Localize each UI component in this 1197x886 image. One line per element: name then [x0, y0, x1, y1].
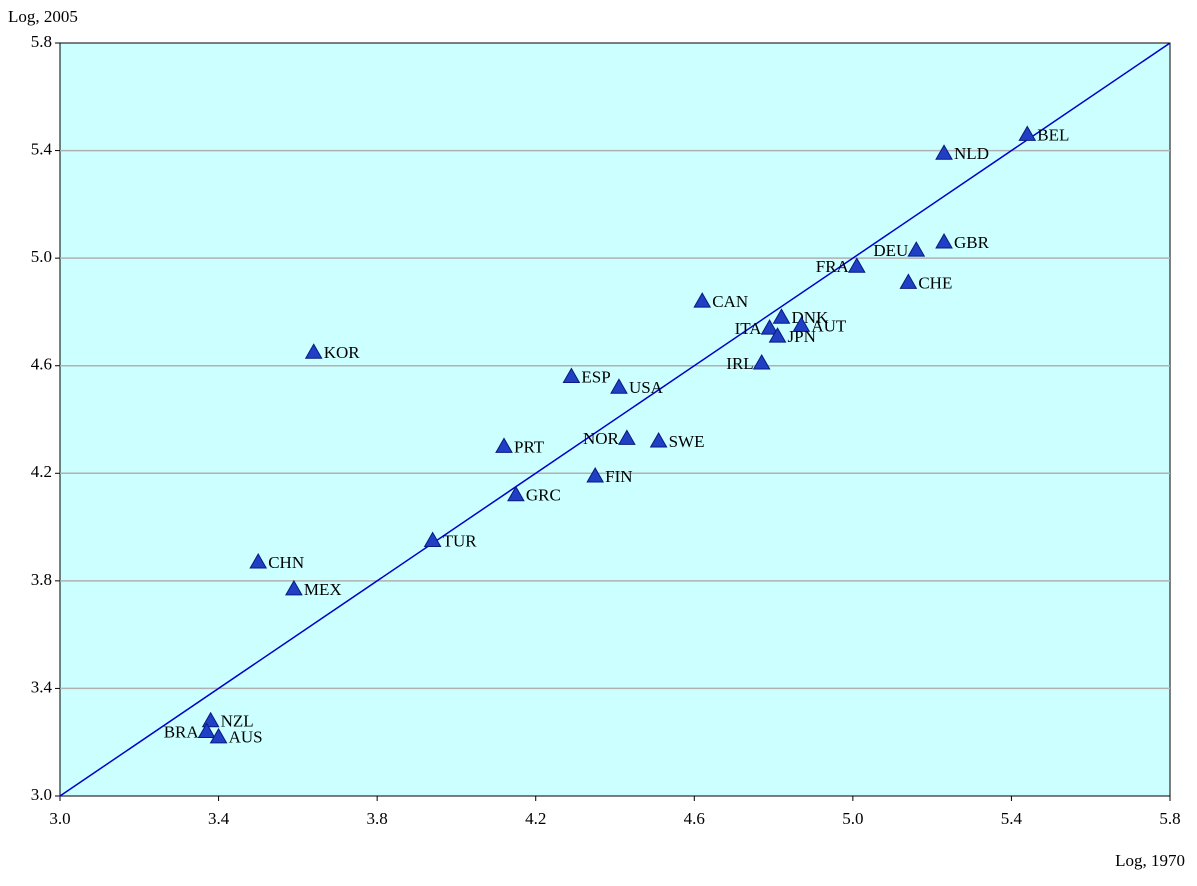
- y-tick-label: 3.4: [31, 677, 53, 696]
- point-label: MEX: [304, 580, 342, 599]
- point: [760, 319, 779, 335]
- point: [772, 308, 791, 324]
- point-label: CAN: [712, 292, 748, 311]
- point: [209, 727, 228, 744]
- point: [285, 579, 303, 596]
- x-tick-label: 3.0: [49, 809, 70, 828]
- point: [907, 241, 926, 257]
- point: [649, 432, 668, 448]
- point-label: CHE: [918, 273, 952, 292]
- point-label: AUT: [811, 316, 847, 335]
- y-tick-label: 4.6: [31, 355, 52, 374]
- point: [752, 354, 771, 370]
- point: [935, 232, 953, 249]
- point-label: ESP: [581, 367, 610, 386]
- point: [847, 257, 866, 273]
- point-label: USA: [629, 378, 664, 397]
- point-label: JPN: [788, 327, 816, 346]
- y-tick-label: 5.0: [31, 247, 52, 266]
- point-label: IRL: [726, 354, 753, 373]
- point: [610, 378, 628, 394]
- point-label: SWE: [669, 432, 705, 451]
- y-tick-label: 5.4: [31, 139, 53, 158]
- point: [768, 327, 787, 343]
- point: [197, 722, 216, 738]
- point: [495, 437, 513, 453]
- x-tick-label: 5.8: [1159, 809, 1180, 828]
- x-axis-label: Log, 1970: [1115, 851, 1185, 870]
- point-label: NOR: [583, 429, 620, 448]
- point: [304, 343, 323, 359]
- point: [249, 553, 268, 569]
- point: [1018, 125, 1037, 141]
- point-label: FRA: [816, 257, 850, 276]
- x-tick-label: 5.0: [842, 809, 863, 828]
- point-label: CHN: [268, 553, 304, 572]
- point-label: GBR: [954, 233, 990, 252]
- diagonal-line: [59, 42, 1171, 797]
- x-tick-label: 5.4: [1001, 809, 1023, 828]
- point-label: NLD: [954, 144, 989, 163]
- point-label: GRC: [526, 486, 561, 505]
- point-label: ITA: [735, 319, 763, 338]
- point-label: NZL: [221, 712, 254, 731]
- point: [423, 531, 442, 548]
- point: [507, 485, 525, 502]
- y-tick-label: 3.8: [31, 570, 52, 589]
- point-label: AUS: [229, 728, 263, 747]
- point-label: BRA: [164, 722, 200, 741]
- x-tick-label: 4.2: [525, 809, 546, 828]
- point-label: KOR: [324, 343, 361, 362]
- point: [693, 292, 712, 308]
- point: [562, 367, 581, 383]
- y-axis-label: Log, 2005: [8, 7, 78, 26]
- x-tick-label: 3.4: [208, 809, 230, 828]
- point-label: TUR: [443, 531, 478, 550]
- point-label: PRT: [514, 437, 545, 456]
- y-tick-label: 3.0: [31, 785, 52, 804]
- point: [586, 466, 605, 483]
- point-label: FIN: [605, 467, 632, 486]
- x-tick-label: 4.6: [684, 809, 705, 828]
- point: [618, 429, 636, 445]
- point-label: BEL: [1037, 125, 1069, 144]
- y-tick-label: 5.8: [31, 32, 52, 51]
- x-tick-label: 3.8: [367, 809, 388, 828]
- point: [935, 144, 953, 160]
- point: [792, 316, 811, 332]
- point: [899, 273, 918, 289]
- y-tick-label: 4.2: [31, 462, 52, 481]
- point-label: DEU: [873, 241, 908, 260]
